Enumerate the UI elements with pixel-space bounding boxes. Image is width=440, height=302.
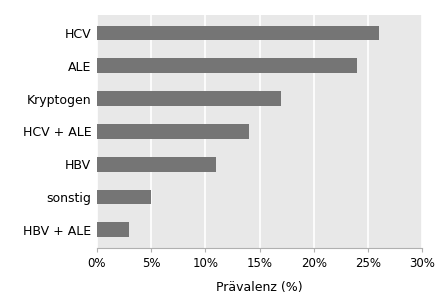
Bar <box>97 59 357 73</box>
Bar <box>97 157 216 172</box>
Bar <box>97 26 379 40</box>
Bar <box>97 124 249 139</box>
Bar <box>97 91 281 106</box>
X-axis label: Prävalenz (%): Prävalenz (%) <box>216 281 303 294</box>
Bar <box>97 222 129 237</box>
Bar <box>97 190 151 204</box>
